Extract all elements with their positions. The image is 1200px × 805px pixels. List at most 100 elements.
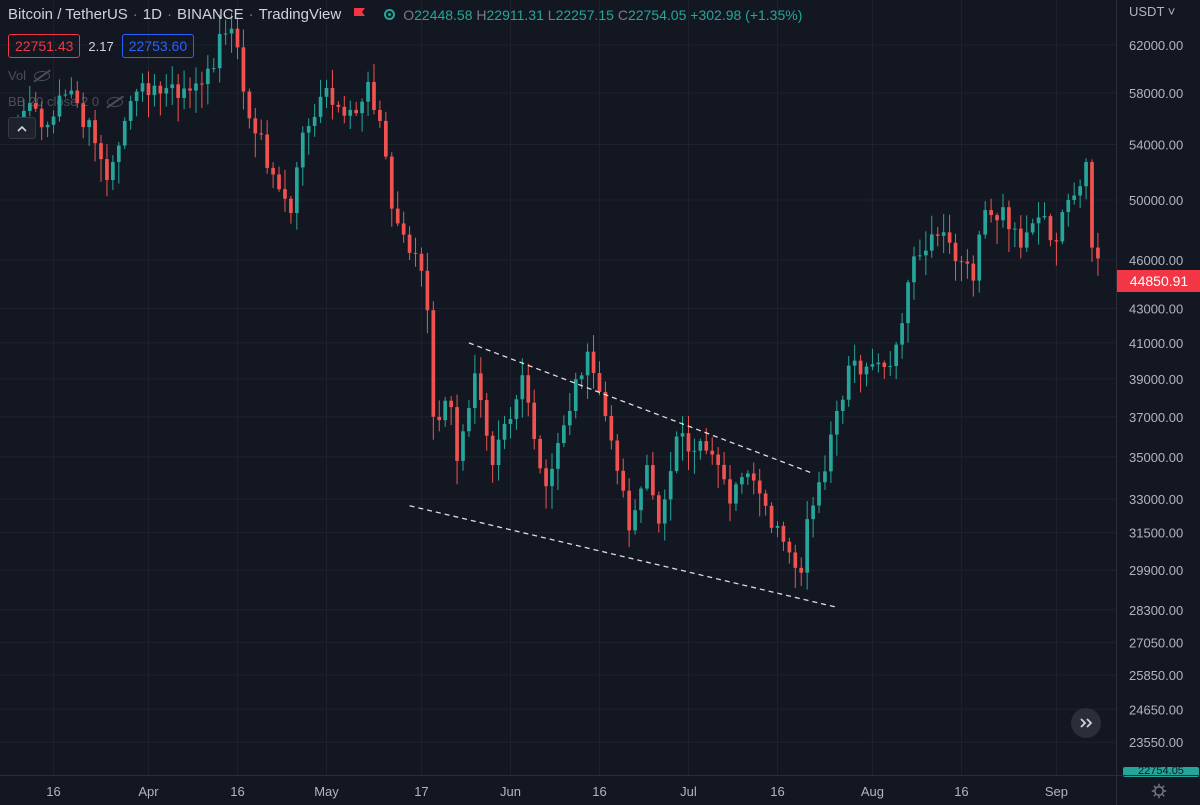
candle-up bbox=[467, 408, 471, 432]
candle-down bbox=[686, 433, 691, 452]
chart-settings-corner[interactable] bbox=[1116, 775, 1200, 805]
open-label: O bbox=[403, 6, 415, 23]
price-tick-label: 23550.00 bbox=[1129, 735, 1183, 750]
candle-down bbox=[289, 198, 293, 214]
price-tick-label: 35000.00 bbox=[1129, 450, 1183, 465]
flag-icon[interactable] bbox=[353, 7, 366, 22]
candle-down bbox=[591, 351, 596, 374]
candle-down bbox=[378, 109, 382, 121]
candle-up bbox=[57, 95, 62, 117]
candle-down bbox=[787, 541, 792, 553]
candle-up bbox=[443, 400, 448, 421]
candle-down bbox=[283, 189, 287, 199]
candle-up bbox=[473, 373, 477, 409]
candle-up bbox=[170, 84, 175, 89]
time-tick-label: 16 bbox=[46, 784, 60, 799]
candle-down bbox=[39, 108, 44, 128]
time-scale[interactable]: 16 Apr 16 May 17 Jun 16 Jul 16 Aug 16 Sep bbox=[0, 775, 1116, 805]
spread-value: 2.17 bbox=[88, 38, 114, 54]
candle-down bbox=[247, 91, 252, 119]
candle-down bbox=[490, 435, 495, 466]
chevron-up-icon bbox=[17, 125, 27, 132]
time-tick-label: 16 bbox=[954, 784, 968, 799]
eye-off-icon[interactable] bbox=[34, 70, 51, 81]
candle-up bbox=[567, 410, 572, 426]
currency-selector[interactable]: USDT ˅ bbox=[1129, 4, 1175, 19]
candle-down bbox=[965, 261, 970, 264]
chart-pane[interactable]: Bitcoin / TetherUS · 1D · BINANCE · Trad… bbox=[0, 0, 1116, 775]
candle-up bbox=[941, 232, 946, 236]
candle-down bbox=[401, 223, 406, 235]
candle-up bbox=[573, 379, 578, 411]
candle-up bbox=[918, 255, 922, 257]
buy-price-button[interactable]: 22753.60 bbox=[121, 34, 195, 58]
candle-up bbox=[817, 482, 821, 506]
price-scale[interactable]: USDT ˅ 62000.00 58000.00 54000.00 50000.00 4… bbox=[1116, 0, 1200, 777]
candle-down bbox=[532, 402, 537, 439]
bollinger-study-legend[interactable]: BB 20 close 2 0 bbox=[8, 94, 124, 109]
candle-up bbox=[51, 116, 56, 125]
candle-up bbox=[1001, 207, 1005, 221]
candle-up bbox=[1078, 186, 1082, 196]
candle-down bbox=[704, 441, 709, 451]
time-tick-label: Apr bbox=[138, 784, 159, 799]
volume-study-legend[interactable]: Vol bbox=[8, 68, 51, 83]
candle-down bbox=[407, 234, 412, 253]
candle-down bbox=[603, 391, 608, 416]
change-value: +302.98 (+1.35%) bbox=[690, 6, 803, 23]
price-scale-labels: 62000.00 58000.00 54000.00 50000.00 46000.00… bbox=[1129, 38, 1183, 750]
time-tick-label: Jul bbox=[680, 784, 697, 799]
market-status-icon[interactable] bbox=[384, 9, 396, 20]
price-tick-label: 62000.00 bbox=[1129, 38, 1183, 53]
candle-down bbox=[93, 120, 97, 144]
candle-up bbox=[87, 120, 91, 128]
candle-up bbox=[69, 90, 74, 95]
close-value: 22754.05 bbox=[627, 6, 687, 23]
time-tick-label: May bbox=[314, 784, 339, 799]
candle-up bbox=[306, 126, 311, 133]
candle-up bbox=[318, 96, 323, 117]
gear-icon[interactable] bbox=[1151, 783, 1167, 799]
candle-down bbox=[271, 167, 275, 175]
price-tick-label: 31500.00 bbox=[1129, 526, 1183, 541]
price-tick-label: 58000.00 bbox=[1129, 86, 1183, 101]
eye-off-icon[interactable] bbox=[107, 96, 124, 107]
candle-down bbox=[615, 440, 620, 471]
candle-down bbox=[757, 480, 762, 494]
candle-down bbox=[484, 400, 489, 436]
legend-separator: · bbox=[166, 6, 172, 23]
candle-up bbox=[840, 399, 845, 411]
candlestick-chart[interactable] bbox=[0, 0, 1116, 775]
price-tick-label: 50000.00 bbox=[1129, 193, 1183, 208]
candle-up bbox=[876, 362, 881, 365]
candle-up bbox=[674, 436, 679, 472]
candle-up bbox=[211, 68, 216, 70]
candle-up bbox=[508, 419, 513, 424]
candle-down bbox=[384, 120, 388, 157]
collapse-legend-button[interactable] bbox=[8, 117, 36, 139]
ohlc-values: O22448.58 H22911.31 L22257.15 C22754.05 … bbox=[403, 7, 802, 23]
interval-label[interactable]: 1D bbox=[142, 6, 162, 23]
candle-down bbox=[621, 470, 626, 491]
price-tick-label: 29900.00 bbox=[1129, 563, 1183, 578]
price-tick-label: 54000.00 bbox=[1129, 138, 1183, 153]
candle-up bbox=[562, 425, 566, 444]
time-tick-label: Sep bbox=[1045, 784, 1068, 799]
symbol-name[interactable]: Bitcoin / TetherUS bbox=[8, 6, 128, 23]
candle-down bbox=[781, 525, 786, 542]
candle-up bbox=[912, 256, 916, 283]
price-tick-label: 37000.00 bbox=[1129, 410, 1183, 425]
platform-label: TradingView bbox=[258, 6, 342, 23]
candle-down bbox=[656, 495, 661, 524]
sell-price-button[interactable]: 22751.43 bbox=[8, 34, 81, 58]
candle-up bbox=[300, 132, 305, 168]
candle-down bbox=[176, 84, 180, 99]
candle-down bbox=[99, 143, 103, 160]
scroll-to-realtime-button[interactable] bbox=[1071, 708, 1101, 738]
candle-up bbox=[360, 101, 364, 114]
candle-down bbox=[235, 28, 240, 48]
volume-study-label: Vol bbox=[8, 68, 27, 83]
candle-down bbox=[959, 261, 964, 263]
candle-up bbox=[134, 91, 139, 102]
candle-up bbox=[116, 145, 121, 163]
